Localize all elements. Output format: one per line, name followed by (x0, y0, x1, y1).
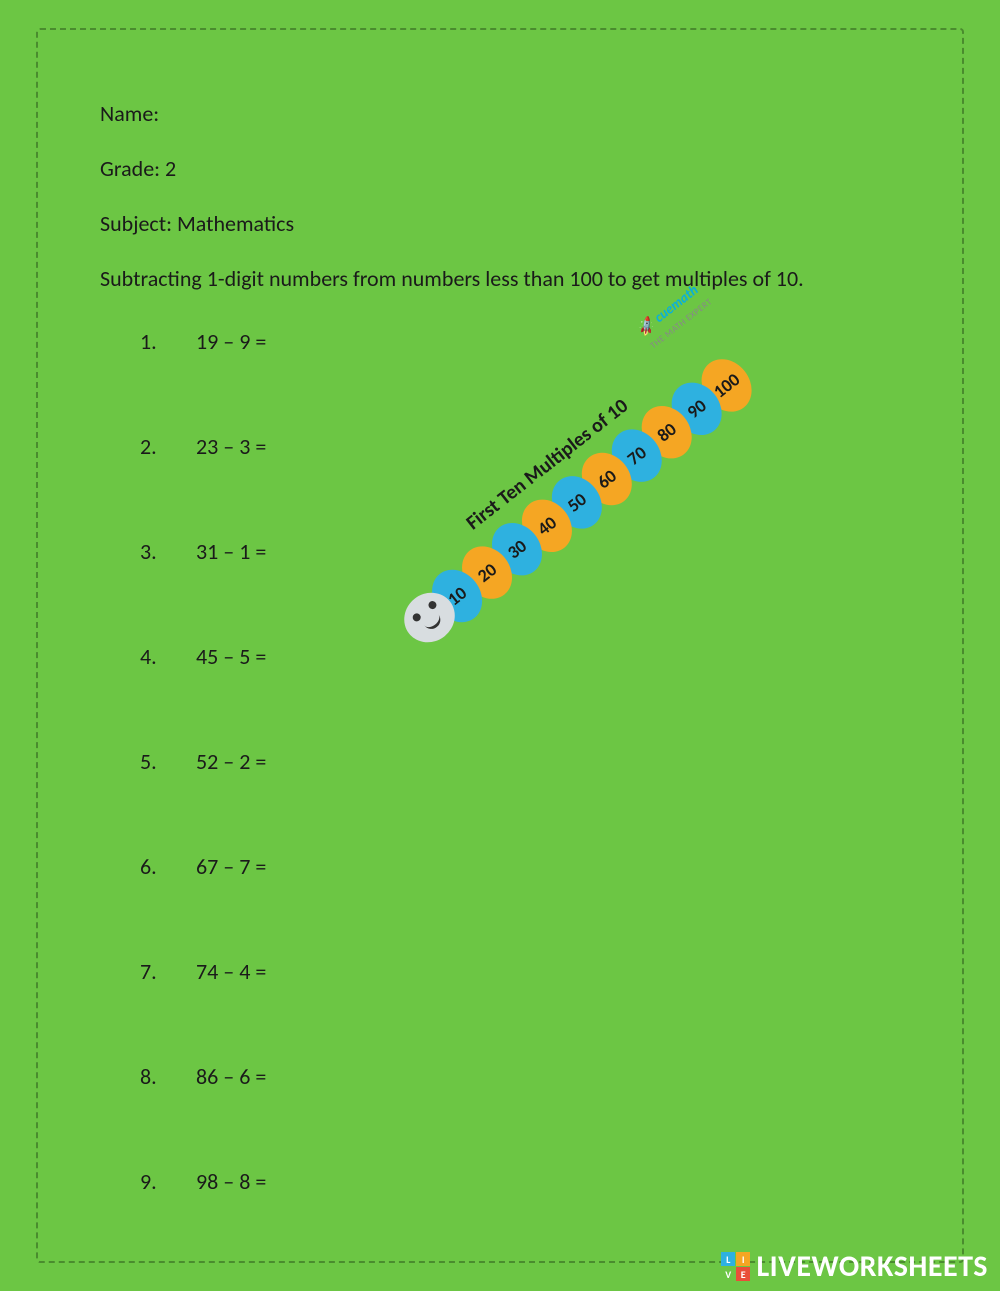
liveworksheets-watermark: L I V E LIVEWORKSHEETS (721, 1248, 988, 1285)
eye-icon (427, 599, 438, 610)
problem-number: 4. (140, 643, 196, 670)
problem-row: 7. 74 – 4 = (140, 958, 900, 985)
problem-equation: 67 – 7 = (196, 853, 266, 880)
badge-cell: E (736, 1267, 750, 1281)
instruction-text: Subtracting 1-digit numbers from numbers… (100, 265, 900, 292)
badge-cell: L (721, 1252, 735, 1266)
problem-number: 2. (140, 433, 196, 460)
problem-equation: 45 – 5 = (196, 643, 266, 670)
problem-number: 6. (140, 853, 196, 880)
problem-number: 8. (140, 1063, 196, 1090)
problem-equation: 23 – 3 = (196, 433, 266, 460)
problem-equation: 98 – 8 = (196, 1168, 266, 1195)
problem-number: 9. (140, 1168, 196, 1195)
problem-row: 8. 86 – 6 = (140, 1063, 900, 1090)
subject-label: Subject: Mathematics (100, 210, 900, 237)
watermark-badge-icon: L I V E (721, 1252, 750, 1281)
badge-cell: I (736, 1252, 750, 1266)
grade-label: Grade: 2 (100, 155, 900, 182)
problem-equation: 31 – 1 = (196, 538, 266, 565)
problem-number: 3. (140, 538, 196, 565)
name-label: Name: (100, 100, 900, 127)
problem-equation: 86 – 6 = (196, 1063, 266, 1090)
problem-row: 9. 98 – 8 = (140, 1168, 900, 1195)
badge-cell: V (721, 1267, 735, 1281)
problem-number: 5. (140, 748, 196, 775)
watermark-text: LIVEWORKSHEETS (756, 1248, 988, 1285)
problem-equation: 74 – 4 = (196, 958, 266, 985)
eye-icon (411, 612, 422, 623)
problem-number: 7. (140, 958, 196, 985)
problem-number: 1. (140, 328, 196, 355)
problem-equation: 19 – 9 = (196, 328, 266, 355)
mouth-icon (424, 614, 444, 633)
problem-equation: 52 – 2 = (196, 748, 266, 775)
